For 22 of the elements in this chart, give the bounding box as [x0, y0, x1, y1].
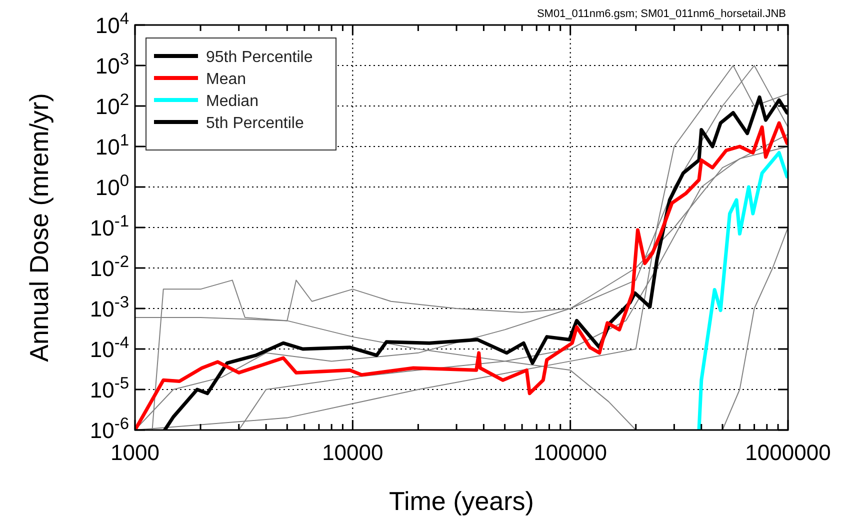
legend-label: Median — [206, 93, 258, 110]
x-axis-title: Time (years) — [389, 486, 534, 516]
x-tick-label: 100000 — [534, 440, 608, 465]
y-tick-label: 10$^{-1}$ — [90, 212, 129, 240]
y-tick-label: 10$^{2}$ — [95, 91, 129, 119]
legend-label: Mean — [206, 71, 246, 88]
y-tick-label: 10$^{-5}$ — [90, 374, 129, 402]
x-tick-label: 1000 — [110, 440, 160, 465]
x-tick-label: 10000 — [322, 440, 384, 465]
x-tick-label: 1000000 — [745, 440, 831, 465]
y-tick-label: 10$^{-3}$ — [90, 294, 129, 322]
y-tick-label: 10$^{1}$ — [95, 132, 129, 160]
y-tick-label: 10$^{-6}$ — [90, 415, 129, 443]
legend-label: 5th Percentile — [206, 115, 304, 132]
y-tick-label: 10$^{-2}$ — [90, 253, 129, 281]
y-tick-label: 10$^{3}$ — [95, 50, 129, 78]
y-tick-label: 10$^{0}$ — [95, 172, 129, 200]
text: SM01_011nm6.gsm; SM01_011nm6_horsetail.JNB — [536, 8, 786, 20]
y-tick-label: 10$^{-4}$ — [90, 334, 129, 362]
y-axis-title: Annual Dose (mrem/yr) — [24, 93, 54, 362]
legend-label: 95th Percentile — [206, 49, 313, 66]
y-tick-label: 10$^{4}$ — [95, 10, 129, 38]
